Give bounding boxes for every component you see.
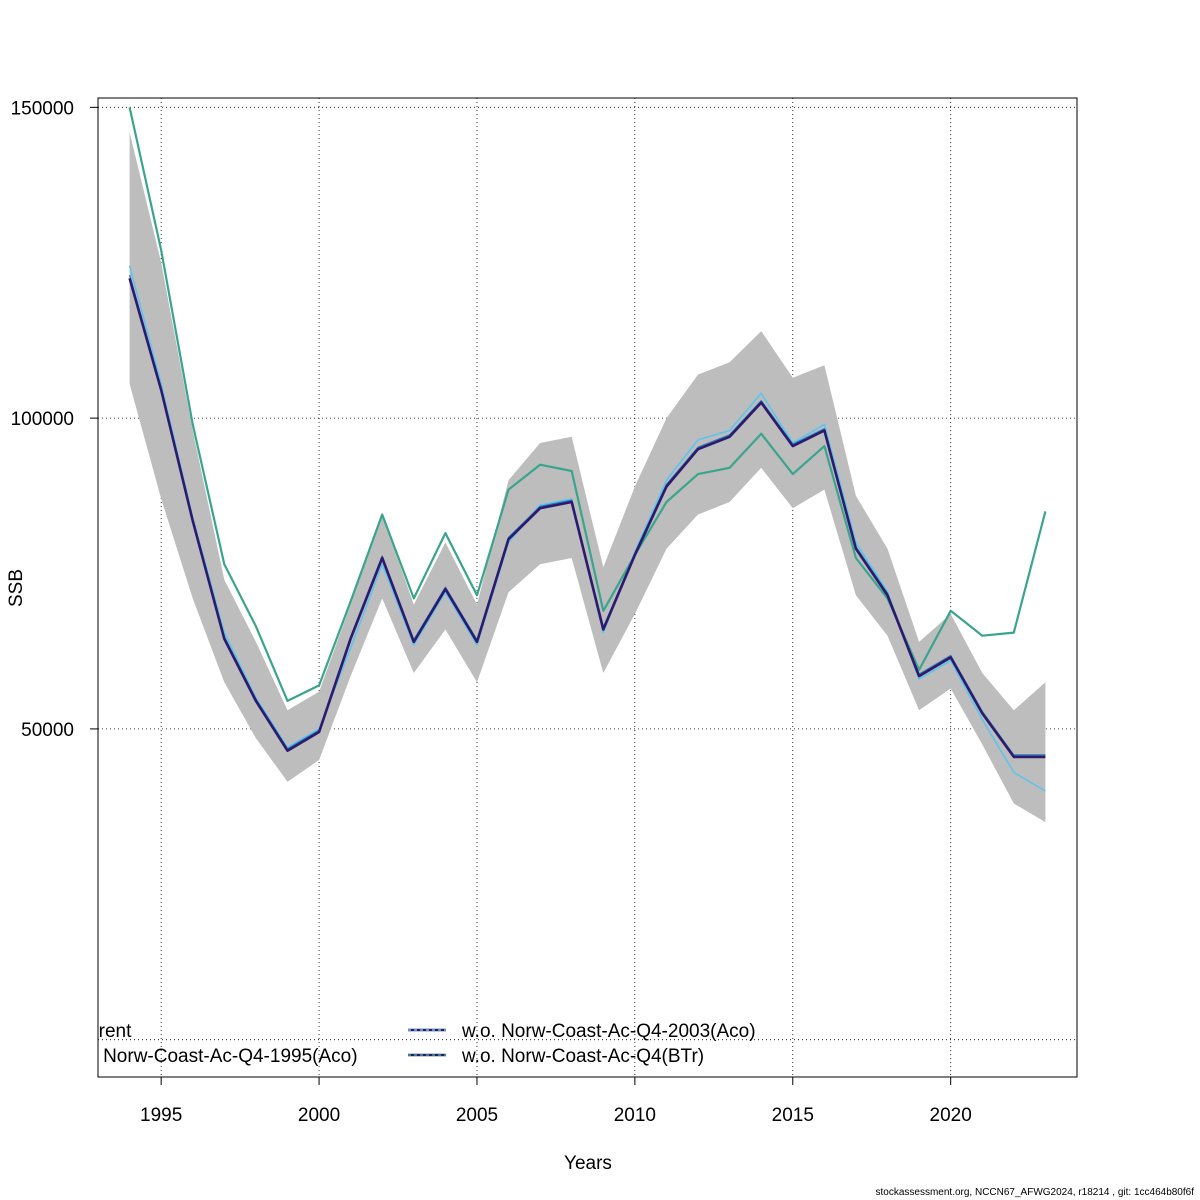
x-tick-label-2000: 2000 xyxy=(298,1105,340,1126)
y-tick-label-100000: 100000 xyxy=(11,409,74,430)
legend-label-1995: w.o. Norw-Coast-Ac-Q4-1995(Aco) xyxy=(63,1046,358,1067)
x-tick-label-2020: 2020 xyxy=(930,1105,972,1126)
legend-item-2003: w.o. Norw-Coast-Ac-Q4-2003(Aco) xyxy=(408,1021,756,1042)
legend-label-2003: w.o. Norw-Coast-Ac-Q4-2003(Aco) xyxy=(461,1021,756,1042)
x-tick-label-2015: 2015 xyxy=(772,1105,814,1126)
legend-item-1995: w.o. Norw-Coast-Ac-Q4-1995(Aco) xyxy=(63,1046,358,1067)
y-axis-label: SSB xyxy=(6,569,27,607)
x-axis-label: Years xyxy=(564,1153,612,1174)
confidence-band xyxy=(129,132,1046,823)
plot-frame xyxy=(97,97,1078,1078)
y-tick-label-50000: 50000 xyxy=(21,720,74,741)
x-tick-label-2010: 2010 xyxy=(614,1105,656,1126)
confidence-band-layer xyxy=(129,132,1046,823)
legend-label-btr: w.o. Norw-Coast-Ac-Q4(BTr) xyxy=(461,1046,704,1067)
legend: Current w.o. Norw-Coast-Ac-Q4-1995(Aco) … xyxy=(63,1021,756,1067)
x-tick-label-2005: 2005 xyxy=(456,1105,498,1126)
legend-clip-mask xyxy=(0,1010,98,1070)
series-line-0 xyxy=(128,277,1046,759)
x-tick-label-1995: 1995 xyxy=(140,1105,182,1126)
series-layer xyxy=(128,107,1047,792)
footer-note: stockassessment.org, NCCN67_AFWG2024, r1… xyxy=(875,1187,1195,1198)
y-tick-label-150000: 150000 xyxy=(11,98,74,119)
legend-item-btr: w.o. Norw-Coast-Ac-Q4(BTr) xyxy=(408,1046,704,1067)
